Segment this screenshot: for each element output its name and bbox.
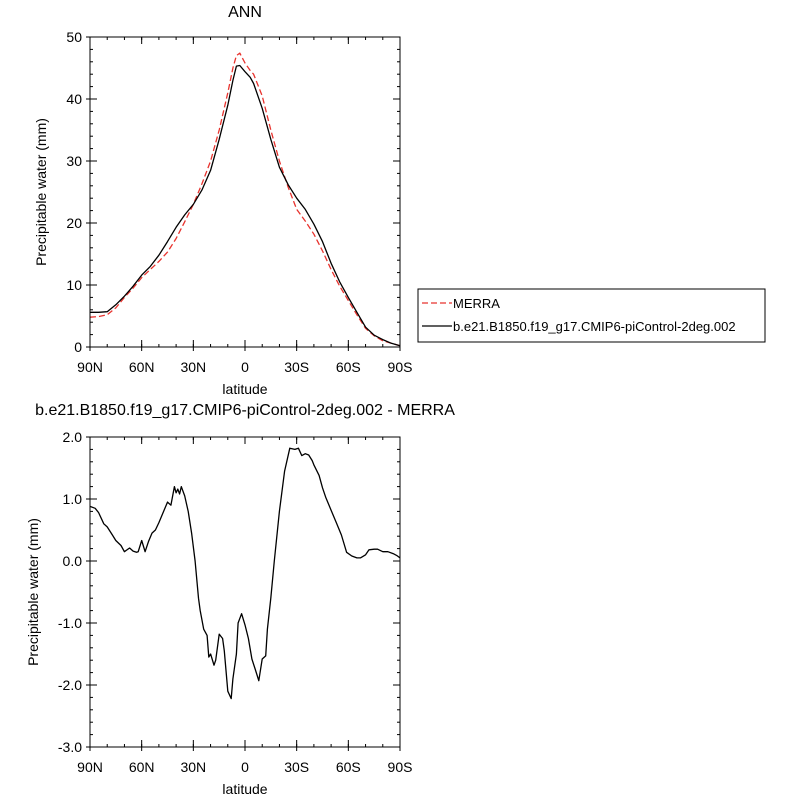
y-tick-label: 0 (74, 339, 82, 355)
x-tick-label: 0 (241, 759, 249, 775)
y-tick-label: -1.0 (58, 615, 82, 631)
chart-title: ANN (228, 4, 262, 21)
y-axis-label: Precipitable water (mm) (25, 518, 41, 666)
series-line-0 (89, 447, 401, 700)
y-tick-label: 2.0 (63, 429, 83, 445)
legend-label: MERRA (453, 296, 500, 311)
y-tick-label: 20 (66, 215, 82, 231)
plot-frame (89, 436, 401, 748)
y-tick-label: 0.0 (63, 553, 83, 569)
x-tick-label: 90N (77, 759, 103, 775)
x-tick-label: 30N (180, 359, 206, 375)
legend-label: b.e21.B1850.f19_g17.CMIP6-piControl-2deg… (453, 319, 736, 334)
y-tick-label: 1.0 (63, 491, 83, 507)
y-tick-label: 30 (66, 153, 82, 169)
y-axis-label: Precipitable water (mm) (33, 118, 49, 266)
x-tick-label: 90S (388, 359, 413, 375)
plot-frame (89, 36, 401, 348)
x-tick-label: 60S (336, 759, 361, 775)
x-axis-label: latitude (222, 781, 267, 797)
chart-title: b.e21.B1850.f19_g17.CMIP6-piControl-2deg… (35, 402, 455, 419)
series-line-1 (90, 64, 401, 347)
x-tick-label: 30S (284, 759, 309, 775)
x-tick-label: 60S (336, 359, 361, 375)
y-tick-label: 10 (66, 277, 82, 293)
x-tick-label: 30S (284, 359, 309, 375)
y-tick-label: -2.0 (58, 677, 82, 693)
series-line-0 (89, 52, 401, 347)
y-tick-label: 50 (66, 29, 82, 45)
y-tick-label: 40 (66, 91, 82, 107)
x-tick-label: 90N (77, 359, 103, 375)
x-tick-label: 90S (388, 759, 413, 775)
x-tick-label: 60N (129, 359, 155, 375)
x-tick-label: 60N (129, 759, 155, 775)
x-tick-label: 0 (241, 359, 249, 375)
x-tick-label: 30N (180, 759, 206, 775)
x-axis-label: latitude (222, 381, 267, 397)
legend-box (417, 288, 766, 343)
y-tick-label: -3.0 (58, 739, 82, 755)
